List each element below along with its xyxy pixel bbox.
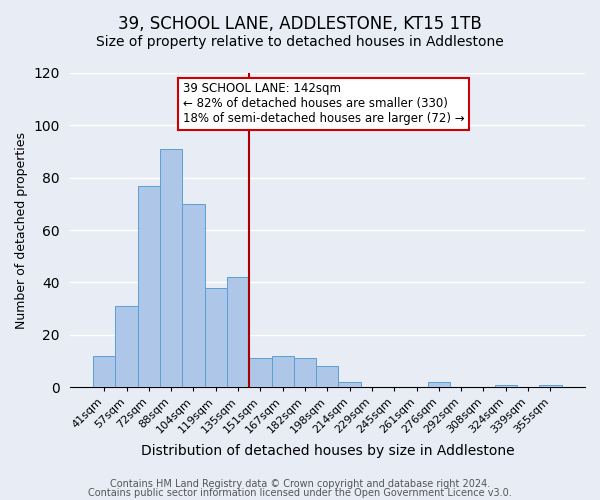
Bar <box>539 384 562 387</box>
Bar <box>428 382 450 387</box>
Y-axis label: Number of detached properties: Number of detached properties <box>15 132 28 328</box>
Bar <box>338 382 361 387</box>
X-axis label: Distribution of detached houses by size in Addlestone: Distribution of detached houses by size … <box>140 444 514 458</box>
Bar <box>137 186 160 387</box>
Text: 39 SCHOOL LANE: 142sqm
← 82% of detached houses are smaller (330)
18% of semi-de: 39 SCHOOL LANE: 142sqm ← 82% of detached… <box>183 82 464 126</box>
Bar <box>494 384 517 387</box>
Bar <box>294 358 316 387</box>
Bar <box>160 149 182 387</box>
Text: 39, SCHOOL LANE, ADDLESTONE, KT15 1TB: 39, SCHOOL LANE, ADDLESTONE, KT15 1TB <box>118 15 482 33</box>
Bar <box>182 204 205 387</box>
Bar <box>115 306 137 387</box>
Text: Contains public sector information licensed under the Open Government Licence v3: Contains public sector information licen… <box>88 488 512 498</box>
Bar <box>316 366 338 387</box>
Bar <box>93 356 115 387</box>
Bar <box>249 358 272 387</box>
Text: Size of property relative to detached houses in Addlestone: Size of property relative to detached ho… <box>96 35 504 49</box>
Bar <box>272 356 294 387</box>
Bar <box>205 288 227 387</box>
Bar <box>227 277 249 387</box>
Text: Contains HM Land Registry data © Crown copyright and database right 2024.: Contains HM Land Registry data © Crown c… <box>110 479 490 489</box>
